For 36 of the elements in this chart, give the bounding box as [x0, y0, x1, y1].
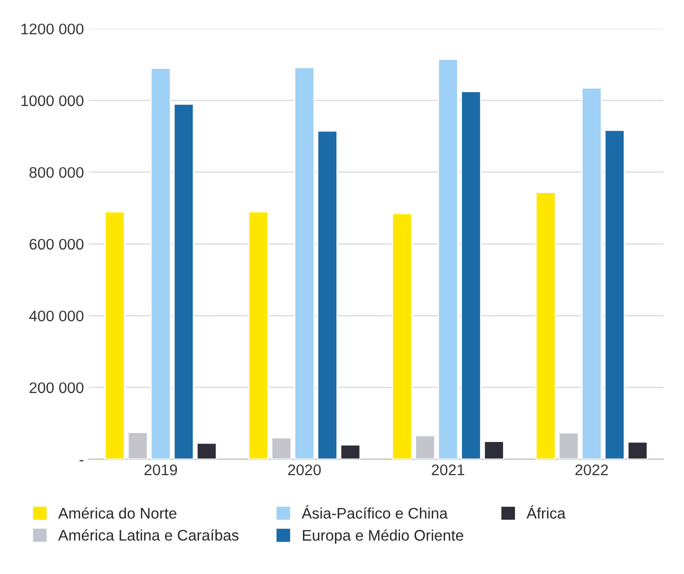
bar: [535, 192, 556, 460]
x-tick-label: 2022: [575, 464, 608, 476]
y-tick-label: 1200 000: [22, 24, 84, 34]
y-tick-label: 400 000: [29, 310, 84, 322]
x-tick-label: 2019: [144, 464, 178, 476]
legend-label: Ásia-Pacífico e China: [302, 505, 448, 519]
bar: [438, 58, 458, 460]
bar: [196, 442, 218, 460]
bar: [340, 444, 361, 460]
y-tick-label: 800 000: [30, 167, 84, 178]
legend-label: África: [526, 505, 566, 519]
legend-label: América Latina e Caraíbas: [58, 529, 238, 541]
bar: [248, 210, 269, 460]
bar: [294, 66, 315, 460]
x-tick-label: 2021: [432, 464, 464, 476]
bar: [484, 440, 504, 460]
bar: [460, 90, 482, 460]
y-tick-label: 200 000: [30, 382, 84, 394]
bar: [558, 432, 580, 460]
y-tick-label: 600 000: [30, 238, 84, 250]
legend-label: América do Norte: [58, 507, 176, 519]
bar: [173, 103, 194, 460]
y-tick-label: -: [80, 460, 84, 462]
bar: [150, 67, 172, 460]
bar: [270, 436, 292, 460]
x-tick-label: 2020: [288, 464, 321, 476]
bar: [581, 87, 602, 460]
bar: [127, 432, 148, 460]
legend-label: Europa e Médio Oriente: [302, 529, 464, 544]
bar: [316, 130, 338, 460]
bar: [392, 212, 413, 460]
y-tick-label: 1000 000: [22, 95, 84, 106]
bar: [104, 210, 126, 460]
bar: [627, 441, 648, 460]
bar: [414, 434, 436, 460]
bar: [604, 130, 626, 460]
